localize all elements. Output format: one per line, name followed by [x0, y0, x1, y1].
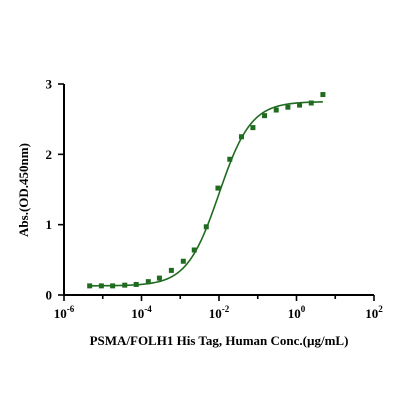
fit-curve-group	[89, 101, 323, 287]
x-tick-label: 100	[288, 304, 306, 321]
data-point	[122, 282, 128, 288]
data-point	[262, 113, 268, 119]
y-tick-label: 3	[46, 77, 53, 92]
data-point	[215, 185, 221, 191]
data-point	[110, 283, 116, 289]
data-point	[87, 283, 93, 289]
x-axis-title: PSMA/FOLH1 His Tag, Human Conc.(µg/mL)	[90, 333, 349, 348]
data-point	[297, 102, 303, 108]
data-point	[250, 125, 256, 131]
x-tick-label: 10-6	[54, 304, 75, 321]
x-tick-label: 102	[365, 304, 383, 321]
data-point	[203, 224, 209, 230]
data-point	[145, 279, 151, 285]
y-axis-title: Abs.(OD.450nm)	[16, 143, 31, 237]
data-point	[238, 134, 244, 140]
ticks: 10-6 10-4 10-2 100 102 0 1 2 3	[46, 77, 384, 322]
data-point	[168, 267, 174, 273]
data-point	[98, 283, 104, 289]
data-point	[285, 104, 291, 110]
data-point	[180, 258, 186, 264]
y-tick-label: 1	[46, 217, 53, 232]
fit-curve	[89, 101, 323, 287]
data-point	[273, 107, 279, 113]
x-tick-label: 10-2	[209, 304, 230, 321]
data-point	[320, 92, 326, 98]
data-point	[156, 275, 162, 281]
x-tick-label: 10-4	[131, 304, 152, 321]
data-point	[133, 281, 139, 287]
y-tick-label: 0	[46, 288, 53, 303]
data-point	[191, 247, 197, 253]
y-tick-label: 2	[46, 147, 53, 162]
data-points	[87, 92, 326, 289]
data-point	[308, 100, 314, 106]
data-point	[227, 156, 233, 162]
